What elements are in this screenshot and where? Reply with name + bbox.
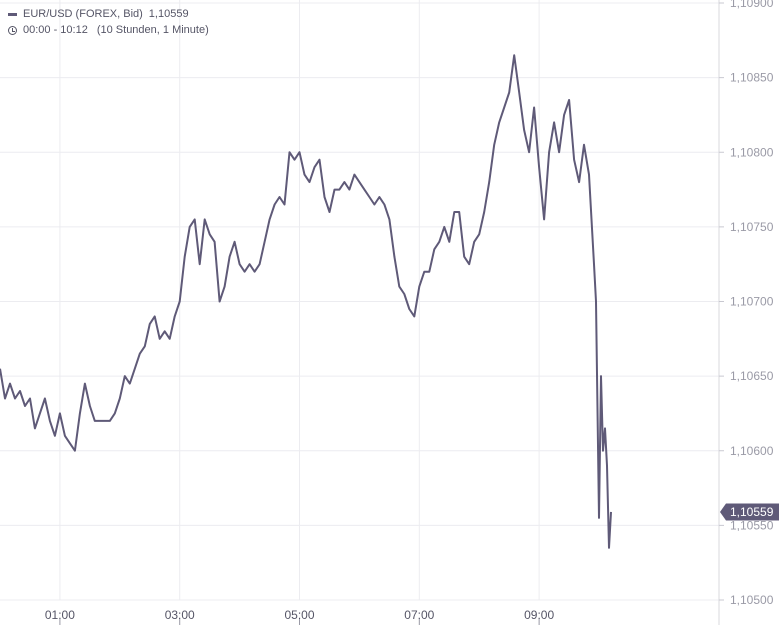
legend-series-label: EUR/USD (FOREX, Bid) [23, 8, 143, 20]
x-tick-label: 05:00 [284, 608, 314, 622]
y-tick-label: 1,10750 [730, 220, 774, 234]
y-tick-label: 1,10550 [730, 518, 774, 532]
chart-legend: EUR/USD (FOREX, Bid) 1,10559 00:00 - 10:… [8, 6, 209, 38]
x-axis-tick-labels: 01:00 03:00 05:00 07:00 09:00 [45, 608, 554, 625]
y-tick-label: 1,10700 [730, 295, 774, 309]
x-tick-label: 07:00 [404, 608, 434, 622]
price-series-line [0, 54, 612, 549]
current-value-marker: 1,10559 [720, 503, 779, 521]
y-tick-label: 1,10900 [730, 0, 774, 10]
y-axis-tick-labels: 1,10500 1,10550 1,10600 1,10650 1,10700 1,107… [719, 0, 774, 607]
y-tick-label: 1,10650 [730, 369, 774, 383]
legend-series-row: EUR/USD (FOREX, Bid) 1,10559 [8, 6, 209, 22]
x-tick-label: 09:00 [524, 608, 554, 622]
y-tick-label: 1,10500 [730, 593, 774, 607]
y-tick-label: 1,10600 [730, 444, 774, 458]
current-value-marker-bg [720, 503, 779, 521]
current-value-label: 1,10559 [730, 505, 774, 519]
series-swatch-icon [8, 12, 17, 16]
legend-time-row: 00:00 - 10:12 (10 Stunden, 1 Minute) [8, 22, 209, 38]
legend-series-value: 1,10559 [148, 8, 189, 20]
x-tick-label: 01:00 [45, 608, 75, 622]
legend-time-range: 00:00 - 10:12 [23, 24, 88, 36]
y-tick-label: 1,10800 [730, 145, 774, 159]
legend-interval: (10 Stunden, 1 Minute) [96, 24, 209, 36]
clock-icon [8, 25, 17, 35]
grid-lines [0, 0, 720, 625]
y-tick-label: 1,10850 [730, 71, 774, 85]
x-tick-label: 03:00 [165, 608, 195, 622]
